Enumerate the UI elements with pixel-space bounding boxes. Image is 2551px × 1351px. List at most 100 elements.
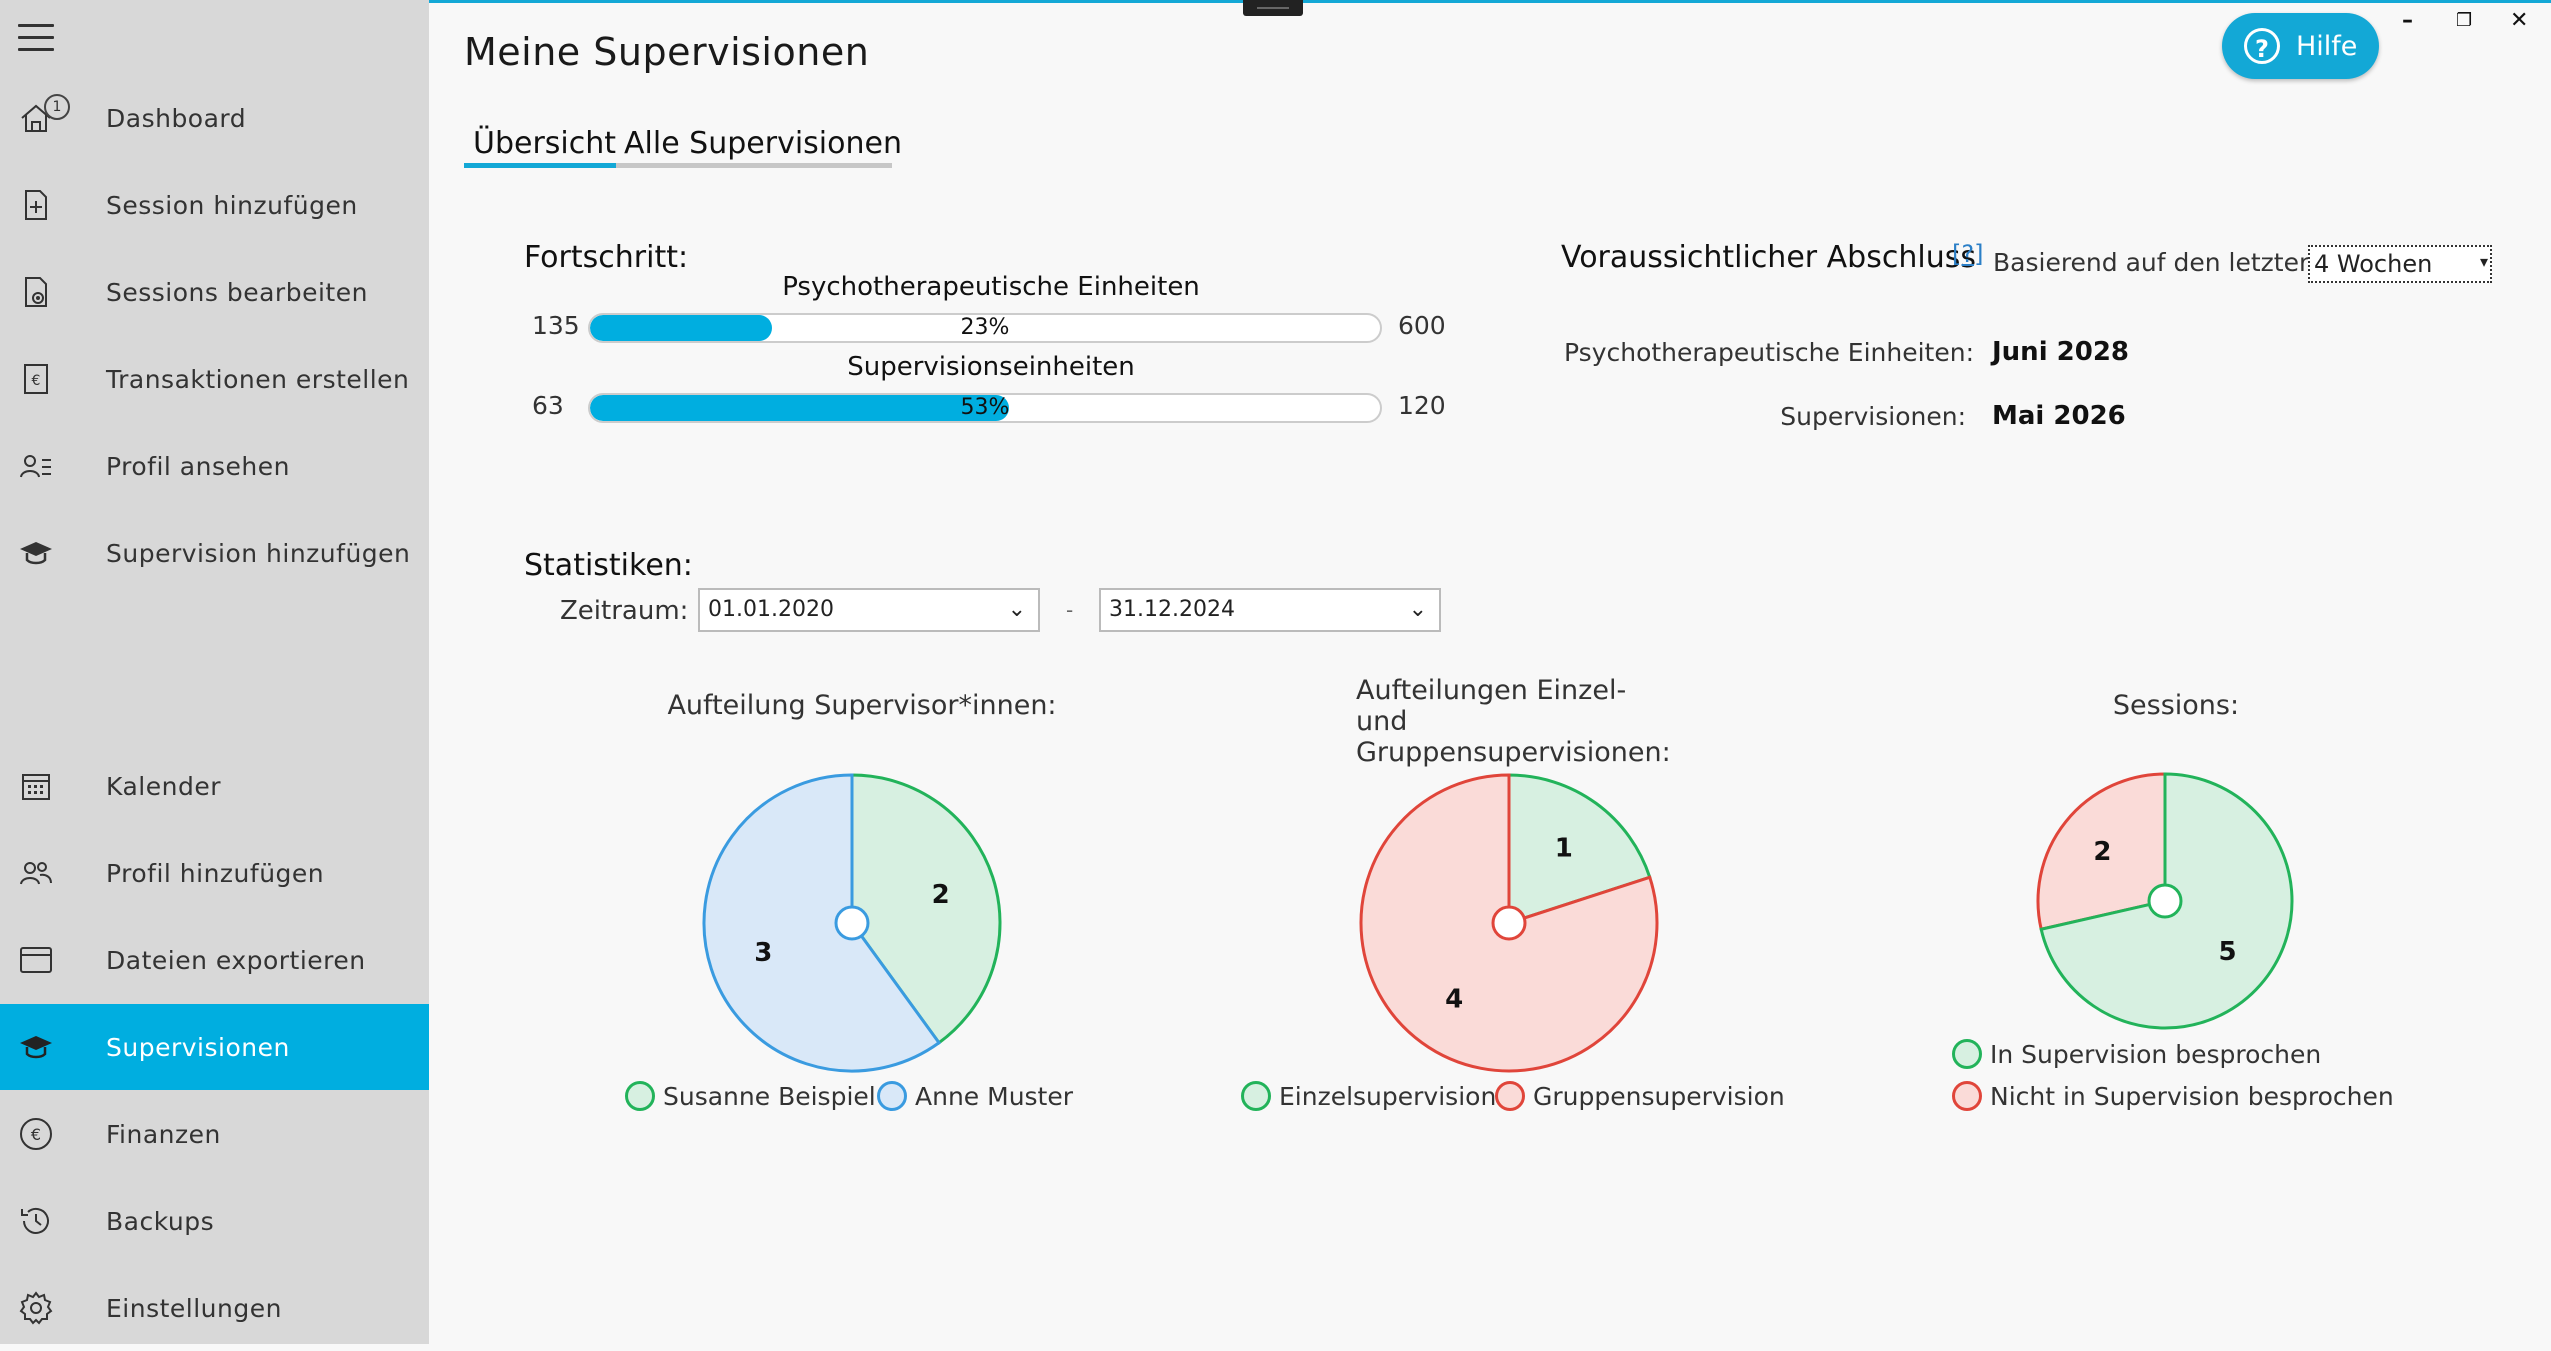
legend-item: Anne Muster — [877, 1081, 1073, 1111]
legend-item: Susanne Beispiel — [625, 1081, 876, 1111]
add-people-icon — [20, 862, 52, 885]
progress-bar-1-title: Psychotherapeutische Einheiten — [782, 272, 1200, 302]
tab-alle-supervisionen[interactable]: Alle Supervisionen — [624, 126, 902, 161]
progress-bar-1-current: 135 — [532, 311, 580, 340]
page-title: Meine Supervisionen — [464, 30, 870, 74]
pie-slice-value-label: 2 — [2093, 837, 2111, 867]
sidebar-item-backups[interactable]: Backups — [0, 1178, 429, 1264]
estimate-help-link[interactable]: [?] — [1952, 240, 1984, 268]
pie-chart-einzel-gruppen: 14 — [1359, 773, 1659, 1073]
legend-item: Nicht in Supervision besprochen — [1952, 1081, 2394, 1111]
estimate-basis-label: Basierend auf den letzten: — [1993, 248, 2324, 277]
sidebar-item-einstellungen[interactable]: Einstellungen — [0, 1265, 429, 1351]
estimate-row-label: Psychotherapeutische Einheiten: — [1564, 338, 1974, 367]
progress-bar-supervisionseinheiten: 53% — [588, 393, 1382, 423]
pie-center-hub — [2147, 883, 2183, 919]
help-button[interactable]: ? Hilfe — [2222, 13, 2379, 79]
pie-slice-value-label: 2 — [932, 880, 950, 910]
legend-item: Gruppensupervision — [1495, 1081, 1785, 1111]
sidebar-item-supervision-hinzufuegen[interactable]: Supervision hinzufügen — [0, 510, 429, 596]
legend-swatch — [1952, 1081, 1982, 1111]
profile-list-icon — [20, 455, 51, 478]
sidebar-item-supervisionen[interactable]: Supervisionen — [0, 1004, 429, 1090]
sidebar-item-profil-ansehen[interactable]: Profil ansehen — [0, 423, 429, 509]
legend-swatch — [625, 1081, 655, 1111]
sidebar-item-kalender[interactable]: Kalender — [0, 743, 429, 829]
sidebar-item-label: Einstellungen — [106, 1293, 282, 1323]
estimate-row-label: Supervisionen: — [1780, 402, 1966, 431]
pie-slice-value-label: 3 — [754, 938, 772, 968]
sidebar-item-dateien-exportieren[interactable]: Dateien exportieren — [0, 917, 429, 1003]
legend-item: In Supervision besprochen — [1952, 1039, 2321, 1069]
progress-bar-psychotherapeutische-einheiten: 23% — [588, 313, 1382, 343]
gear-icon — [19, 1291, 53, 1325]
minimize-button[interactable]: – — [2402, 8, 2413, 33]
sidebar-item-label: Sessions bearbeiten — [106, 277, 368, 307]
date-to-value: 31.12.2024 — [1109, 597, 1235, 622]
window-drag-handle[interactable] — [1243, 0, 1303, 16]
sidebar-item-dashboard[interactable]: Dashboard — [0, 75, 429, 161]
sidebar-item-label: Finanzen — [106, 1119, 221, 1149]
progress-bar-2-title: Supervisionseinheiten — [847, 352, 1135, 382]
estimate-title: Voraussichtlicher Abschluss — [1561, 240, 1976, 275]
progress-bar-2-current: 63 — [532, 391, 564, 420]
pie-slice-susanne-beispiel — [850, 773, 1002, 1045]
statistics-title: Statistiken: — [524, 548, 693, 583]
pie-slice-value-label: 5 — [2219, 937, 2237, 967]
pie-slice-value-label: 1 — [1555, 834, 1573, 864]
sidebar: Dashboard 1 Session hinzufügen Sessions … — [0, 0, 429, 1344]
tab-active-indicator — [464, 163, 616, 168]
progress-bar-fill — [590, 395, 1009, 421]
legend-swatch — [1495, 1081, 1525, 1111]
pie-slice-anne-muster — [702, 773, 942, 1073]
pie-center-hub — [1491, 905, 1527, 941]
tab-bar-track — [464, 163, 892, 168]
question-icon: ? — [2244, 28, 2280, 64]
pie-center-hub — [834, 905, 870, 941]
chart-2-title: Aufteilungen Einzel- und Gruppensupervis… — [1356, 675, 1671, 768]
pie-slice-nicht-in-supervision-besprochen — [2036, 772, 2167, 932]
sidebar-item-session-hinzufuegen[interactable]: Session hinzufügen — [0, 162, 429, 248]
progress-title: Fortschritt: — [524, 240, 689, 275]
tab-uebersicht[interactable]: Übersicht — [473, 126, 617, 161]
sidebar-item-transaktionen-erstellen[interactable]: € Transaktionen erstellen — [0, 336, 429, 422]
sidebar-item-finanzen[interactable]: € Finanzen — [0, 1091, 429, 1177]
date-from-select[interactable]: 01.01.2020 ⌄ — [698, 588, 1040, 632]
legend-label: In Supervision besprochen — [1990, 1039, 2322, 1069]
progress-bar-percent: 23% — [960, 315, 1010, 340]
estimate-basis-select[interactable]: 4 Wochen — [2308, 245, 2492, 283]
chevron-down-icon: ⌄ — [1007, 597, 1026, 622]
sidebar-item-label: Kalender — [106, 771, 221, 801]
chevron-down-icon: ⌄ — [1408, 597, 1427, 622]
sidebar-item-label: Transaktionen erstellen — [106, 364, 410, 394]
hamburger-menu-icon[interactable] — [18, 24, 54, 52]
estimate-row-value: Mai 2026 — [1992, 401, 2126, 431]
period-label: Zeitraum: — [560, 596, 689, 626]
svg-text:€: € — [31, 1125, 41, 1144]
legend-label: Anne Muster — [915, 1081, 1074, 1111]
legend-label: Nicht in Supervision besprochen — [1990, 1081, 2394, 1111]
sidebar-item-label: Dateien exportieren — [106, 945, 366, 975]
date-from-value: 01.01.2020 — [708, 597, 834, 622]
add-document-icon — [25, 190, 47, 220]
dashboard-notification-badge: 1 — [44, 94, 70, 120]
sidebar-item-label: Session hinzufügen — [106, 190, 358, 220]
sidebar-item-sessions-bearbeiten[interactable]: Sessions bearbeiten — [0, 249, 429, 335]
progress-bar-fill — [590, 315, 772, 341]
archive-icon — [20, 947, 52, 973]
svg-text:€: € — [32, 373, 41, 389]
sidebar-item-label: Profil hinzufügen — [106, 858, 325, 888]
sidebar-item-profil-hinzufuegen[interactable]: Profil hinzufügen — [0, 830, 429, 916]
legend-swatch — [1952, 1039, 1982, 1069]
close-button[interactable]: ✕ — [2510, 8, 2529, 33]
euro-circle-icon: € — [20, 1118, 52, 1150]
estimate-row-value: Juni 2028 — [1992, 337, 2130, 367]
date-to-select[interactable]: 31.12.2024 ⌄ — [1099, 588, 1441, 632]
legend-swatch — [1241, 1081, 1271, 1111]
restore-button[interactable]: ❐ — [2456, 10, 2473, 31]
help-button-label: Hilfe — [2296, 30, 2358, 62]
sidebar-item-label: Profil ansehen — [106, 451, 290, 481]
chart-3-title: Sessions: — [2112, 690, 2240, 721]
progress-bar-2-target: 120 — [1398, 391, 1446, 420]
